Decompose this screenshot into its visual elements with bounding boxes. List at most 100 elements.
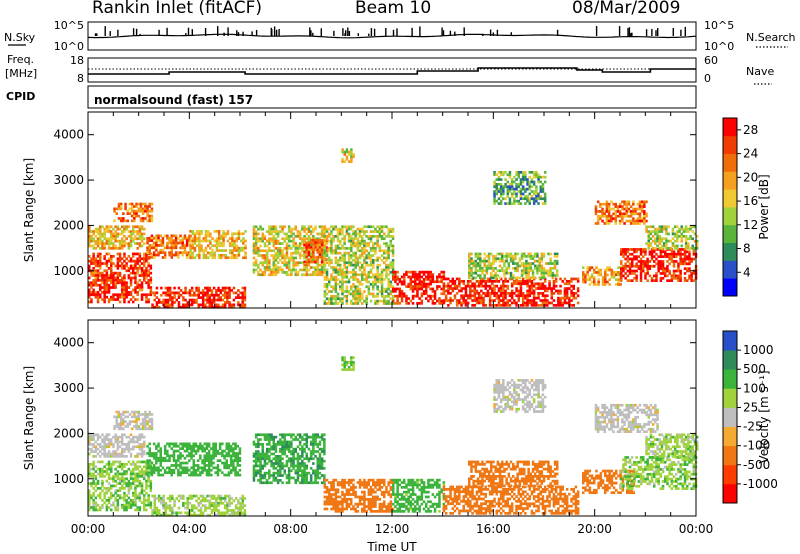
data-cell bbox=[389, 261, 393, 265]
data-cell bbox=[574, 292, 578, 295]
data-cell bbox=[361, 251, 364, 255]
data-cell bbox=[477, 296, 481, 300]
data-cell bbox=[217, 296, 220, 299]
data-cell bbox=[570, 280, 573, 283]
data-cell bbox=[239, 291, 242, 295]
data-cell bbox=[644, 248, 647, 251]
data-cell bbox=[343, 280, 346, 284]
data-cell bbox=[202, 239, 205, 243]
data-cell bbox=[206, 301, 209, 304]
data-cell bbox=[105, 463, 109, 466]
data-cell bbox=[96, 271, 100, 275]
data-cell bbox=[510, 202, 514, 205]
data-cell bbox=[336, 283, 340, 286]
data-cell bbox=[92, 252, 95, 256]
data-cell bbox=[541, 292, 545, 295]
nsky-frame bbox=[87, 21, 697, 51]
data-cell bbox=[239, 296, 242, 299]
data-cell bbox=[343, 160, 346, 163]
data-cell bbox=[132, 463, 135, 466]
data-cell bbox=[152, 244, 156, 247]
data-cell bbox=[514, 269, 517, 273]
data-cell bbox=[391, 235, 395, 238]
data-cell bbox=[605, 217, 609, 220]
data-cell bbox=[531, 255, 535, 258]
data-cell bbox=[312, 227, 315, 231]
data-cell bbox=[206, 286, 209, 290]
data-cell bbox=[380, 237, 384, 241]
data-cell bbox=[676, 230, 679, 233]
data-cell bbox=[212, 301, 216, 304]
data-cell bbox=[88, 435, 91, 439]
data-cell bbox=[603, 212, 606, 216]
data-cell bbox=[387, 266, 390, 269]
data-cell bbox=[99, 445, 102, 449]
data-cell bbox=[528, 197, 531, 201]
data-cell bbox=[385, 251, 388, 255]
data-cell bbox=[547, 262, 550, 265]
data-cell bbox=[134, 286, 137, 289]
y-tick-label: 2000 bbox=[53, 218, 84, 232]
data-cell bbox=[92, 267, 95, 270]
data-cell bbox=[226, 291, 229, 295]
data-cell bbox=[254, 251, 258, 255]
data-cell bbox=[549, 271, 552, 275]
data-cell bbox=[429, 297, 432, 300]
data-cell bbox=[365, 254, 368, 257]
data-cell bbox=[341, 275, 344, 279]
data-cell bbox=[125, 445, 128, 449]
data-cell bbox=[653, 255, 656, 258]
data-cell bbox=[504, 294, 507, 298]
data-cell bbox=[343, 251, 346, 255]
data-cell bbox=[153, 291, 156, 295]
data-cell bbox=[252, 242, 256, 245]
data-cell bbox=[532, 301, 536, 305]
data-cell bbox=[372, 273, 375, 277]
data-cell bbox=[431, 290, 435, 293]
data-cell bbox=[629, 222, 633, 225]
data-cell bbox=[418, 285, 421, 288]
data-cell bbox=[155, 241, 158, 245]
data-cell bbox=[166, 234, 169, 238]
data-cell bbox=[134, 291, 137, 294]
data-cell bbox=[110, 496, 113, 500]
data-cell bbox=[138, 252, 142, 256]
data-cell bbox=[228, 256, 232, 260]
data-cell bbox=[257, 237, 260, 241]
data-cell bbox=[449, 301, 452, 305]
data-cell bbox=[495, 199, 498, 203]
data-cell bbox=[416, 273, 419, 276]
data-cell bbox=[112, 255, 115, 258]
data-cell bbox=[261, 254, 264, 257]
data-cell bbox=[125, 508, 128, 512]
data-cell bbox=[136, 440, 139, 444]
data-cell bbox=[429, 287, 432, 291]
data-cell bbox=[168, 246, 171, 250]
data-cell bbox=[301, 273, 304, 277]
data-cell bbox=[175, 298, 178, 302]
data-cell bbox=[345, 148, 349, 151]
data-cell bbox=[226, 301, 229, 304]
data-cell bbox=[336, 230, 340, 233]
data-cell bbox=[272, 256, 275, 260]
data-cell bbox=[171, 305, 174, 309]
data-cell bbox=[244, 254, 247, 257]
data-cell bbox=[541, 183, 545, 186]
data-cell bbox=[628, 257, 632, 261]
data-cell bbox=[515, 187, 518, 191]
data-cell bbox=[341, 302, 344, 305]
data-cell bbox=[523, 264, 526, 268]
data-cell bbox=[191, 256, 194, 260]
data-cell bbox=[112, 460, 115, 464]
nsearch-label: N.Search bbox=[746, 31, 796, 44]
data-cell bbox=[528, 292, 531, 295]
data-cell bbox=[400, 299, 404, 303]
data-cell bbox=[531, 276, 535, 280]
data-cell bbox=[367, 280, 371, 284]
data-cell bbox=[143, 465, 146, 469]
data-cell bbox=[200, 239, 203, 243]
data-cell bbox=[339, 273, 342, 277]
data-cell bbox=[283, 263, 286, 267]
data-cell bbox=[466, 280, 470, 283]
data-cell bbox=[677, 276, 680, 280]
